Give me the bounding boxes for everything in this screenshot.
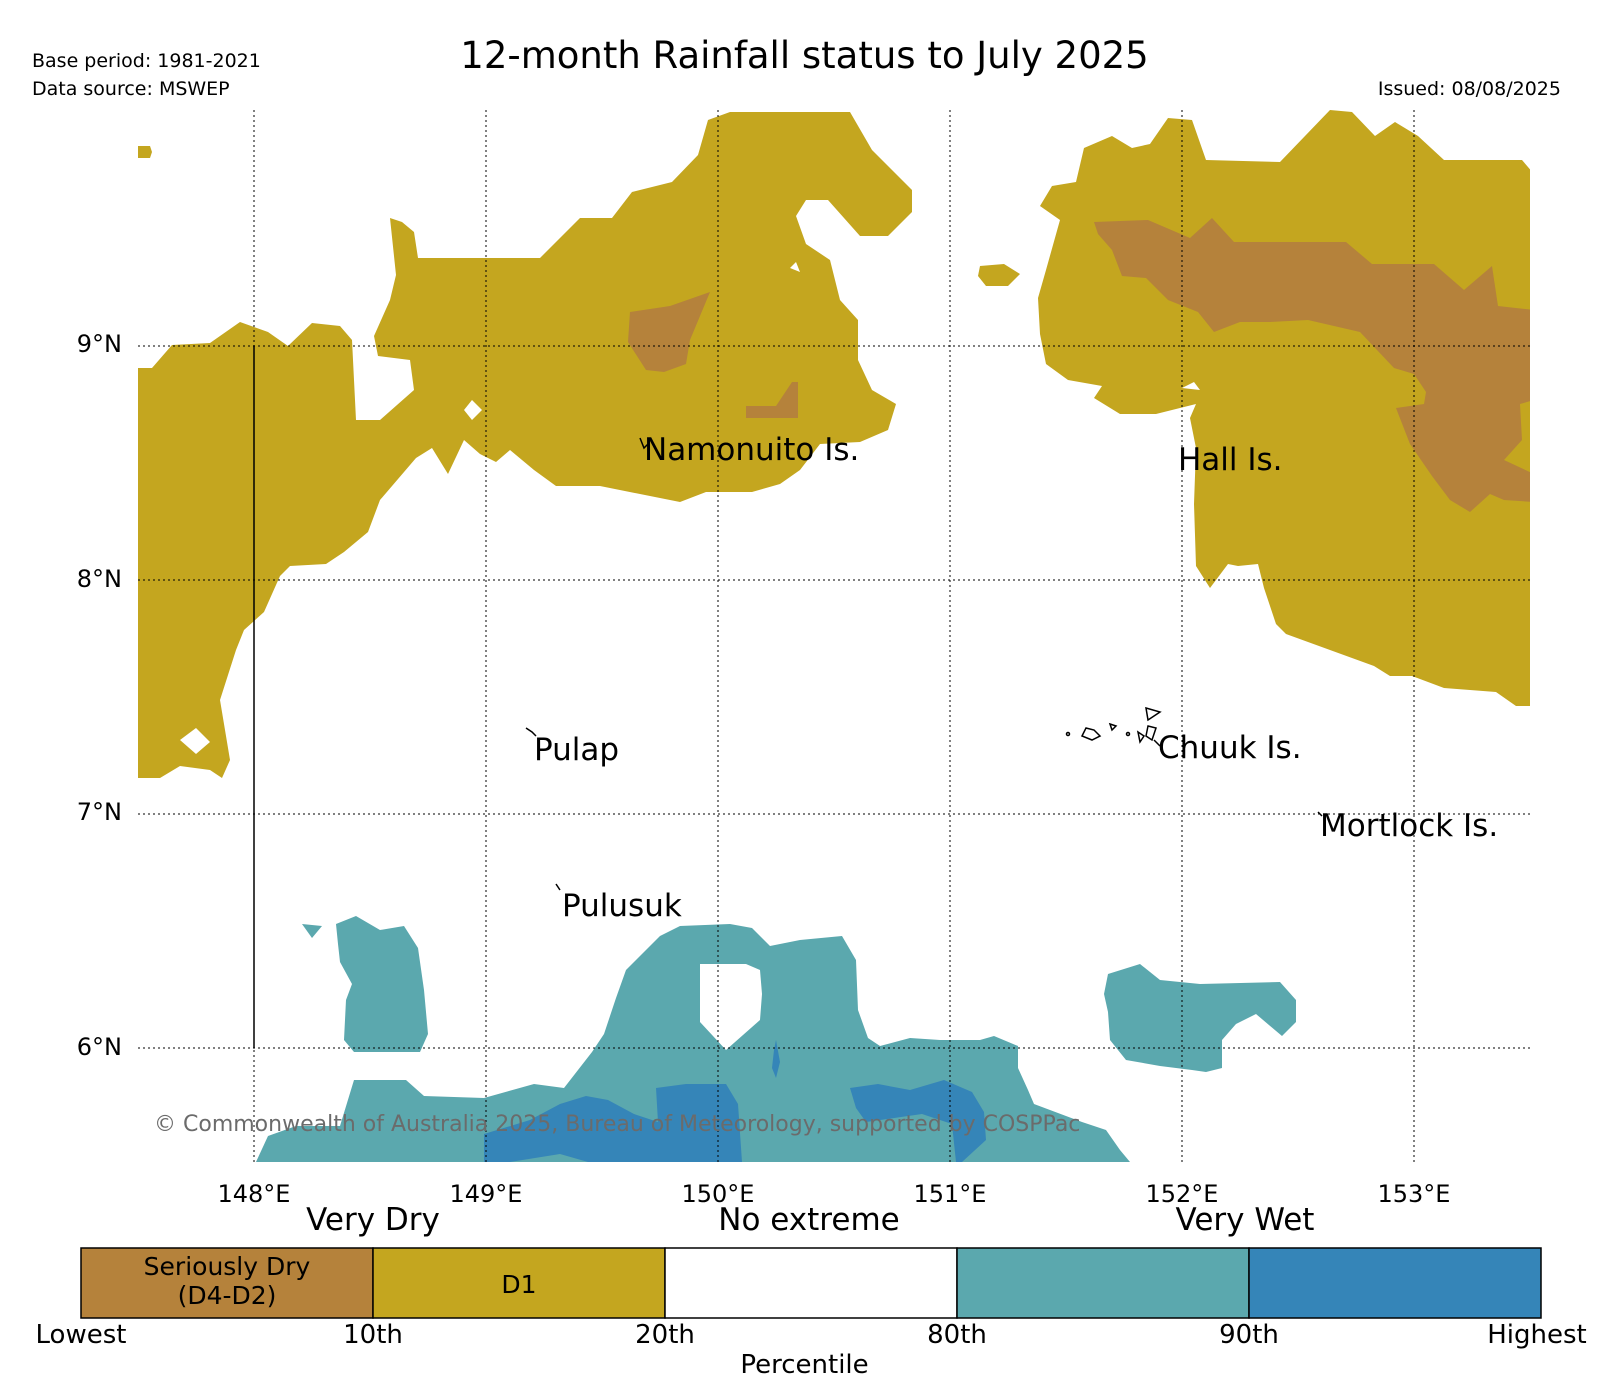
wet-region-highest-2 <box>850 1080 986 1162</box>
legend-cell-no-extreme <box>664 1247 958 1319</box>
dry-region-small <box>746 382 798 418</box>
data-source-note: Data source: MSWEP <box>32 78 230 100</box>
dry-region-namonuito <box>628 292 710 372</box>
lon-label-153e: 153°E <box>1377 1180 1451 1208</box>
place-label-hall: Hall Is. <box>1178 442 1283 478</box>
percentile-tick-highest: Highest <box>1487 1320 1587 1350</box>
place-label-pulap: Pulap <box>534 732 620 768</box>
place-label-namonuito: Namonuito Is. <box>644 432 860 468</box>
lat-label-7n: 7°N <box>76 798 122 826</box>
wet-region-east <box>1104 964 1296 1072</box>
lon-label-148e: 148°E <box>217 1180 291 1208</box>
d1-region-west <box>138 112 912 778</box>
lat-label-9n: 9°N <box>76 330 122 358</box>
wet-region-highest-3 <box>772 1040 780 1078</box>
percentile-tick-10th: 10th <box>343 1320 403 1350</box>
lat-label-8n: 8°N <box>76 565 122 593</box>
d1-region-west-top <box>138 146 152 158</box>
d1-region-islet <box>978 264 1020 286</box>
place-label-pulusuk: Pulusuk <box>562 888 682 924</box>
lat-label-6n: 6°N <box>76 1033 122 1061</box>
legend-category-no-extreme: No extreme <box>718 1202 900 1238</box>
lon-label-152e: 152°E <box>1145 1180 1219 1208</box>
base-period-note: Base period: 1981-2021 <box>32 50 261 72</box>
percentile-tick-20th: 20th <box>635 1320 695 1350</box>
legend-axis-label: Percentile <box>740 1350 869 1380</box>
place-label-mortlock: Mortlock Is. <box>1320 808 1499 844</box>
legend-colorbar <box>80 1247 1542 1319</box>
wet-region-west-2 <box>336 916 428 1052</box>
legend-cell-highest <box>1248 1247 1542 1319</box>
legend-cell-seriously-dry <box>80 1247 374 1319</box>
place-label-chuuk: Chuuk Is. <box>1158 730 1302 766</box>
legend-cell-label-seriously-dry: Seriously Dry (D4-D2) <box>143 1252 311 1310</box>
percentile-tick-90th: 90th <box>1219 1320 1279 1350</box>
map-title: 12-month Rainfall status to July 2025 <box>460 34 1149 77</box>
percentile-tick-80th: 80th <box>927 1320 987 1350</box>
legend-category-very-dry: Very Dry <box>306 1202 440 1238</box>
lon-label-149e: 149°E <box>449 1180 523 1208</box>
legend-cell-very-wet <box>956 1247 1250 1319</box>
lon-label-150e: 150°E <box>681 1180 755 1208</box>
legend-cell-d1 <box>372 1247 666 1319</box>
lon-label-151e: 151°E <box>913 1180 987 1208</box>
dry-region-hall <box>1094 218 1530 512</box>
wet-region-highest-1 <box>484 1084 742 1162</box>
wet-region-west <box>302 924 322 938</box>
legend-category-very-wet: Very Wet <box>1175 1202 1315 1238</box>
legend-cell-label-d1: D1 <box>501 1270 537 1299</box>
issued-date: Issued: 08/08/2025 <box>1377 78 1561 100</box>
percentile-tick-lowest: Lowest <box>35 1320 127 1350</box>
copyright-notice: © Commonwealth of Australia 2025, Bureau… <box>154 1112 1081 1137</box>
island-outlines <box>525 437 1323 891</box>
